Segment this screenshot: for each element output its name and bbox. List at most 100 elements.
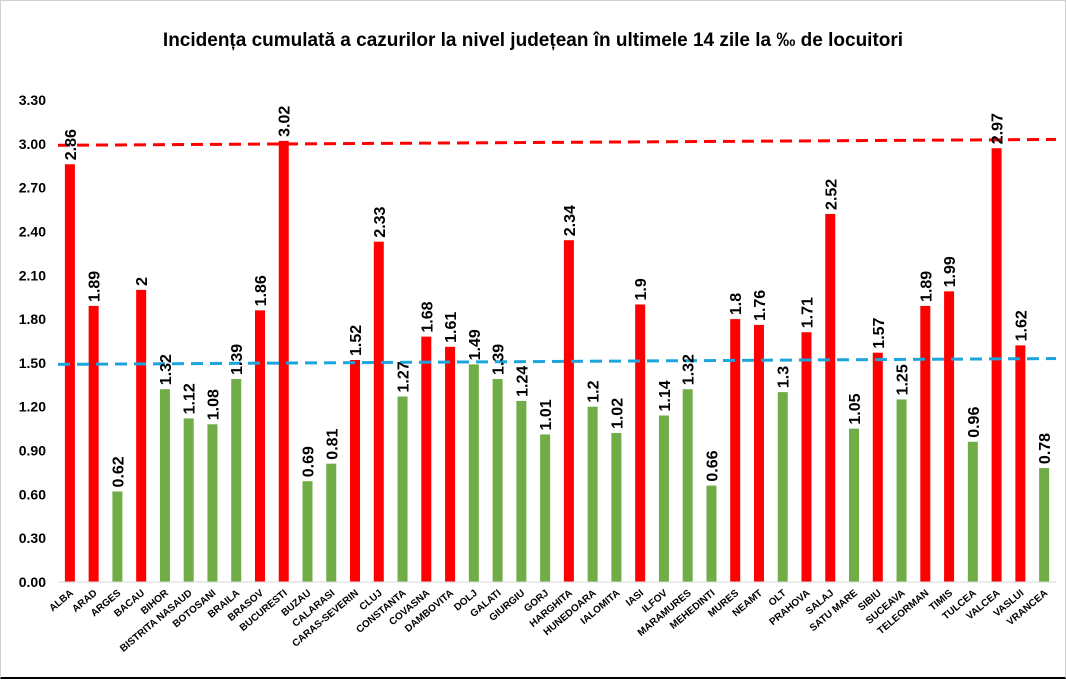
bar (326, 463, 337, 582)
bar (278, 140, 289, 582)
bar (540, 434, 551, 582)
data-label: 1.71 (800, 297, 817, 328)
data-label: 0.81 (324, 428, 341, 459)
data-label: 1.08 (205, 389, 222, 420)
bar (706, 485, 717, 582)
data-label: 0.62 (110, 456, 127, 487)
bar (801, 332, 812, 582)
bar (944, 291, 955, 582)
data-label: 1.05 (847, 393, 864, 424)
data-label: 1.02 (609, 398, 626, 429)
bar (231, 378, 242, 582)
y-tick-label: 2.70 (19, 180, 46, 196)
bar (730, 319, 741, 582)
data-label: 1.01 (538, 399, 555, 430)
data-label: 1.62 (1013, 310, 1030, 341)
bar (1039, 468, 1050, 582)
bar (112, 491, 123, 582)
bar (825, 213, 836, 582)
bar (896, 399, 907, 582)
data-label: 1.2 (586, 380, 603, 402)
data-label: 1.39 (229, 344, 246, 375)
reference-line (57, 357, 1057, 366)
y-tick-label: 1.20 (19, 399, 46, 415)
data-label: 2.33 (372, 206, 389, 237)
data-label: 1.9 (633, 278, 650, 300)
data-label: 1.27 (396, 361, 413, 392)
bar (587, 406, 598, 582)
data-label: 0.69 (301, 446, 318, 477)
y-tick-label: 1.80 (19, 311, 46, 327)
data-label: 1.99 (942, 256, 959, 287)
reference-lines (57, 137, 1057, 366)
bar (183, 418, 194, 582)
bar (658, 415, 669, 582)
data-label: 1.89 (918, 271, 935, 302)
data-label: 1.49 (467, 329, 484, 360)
bar (991, 148, 1002, 582)
bar (373, 241, 384, 583)
bar (207, 424, 218, 582)
bar (136, 289, 147, 582)
bar (682, 389, 693, 582)
data-label: 1.39 (491, 344, 508, 375)
data-label: 1.52 (348, 325, 365, 356)
bar (254, 310, 265, 582)
data-label: 1.25 (895, 364, 912, 395)
data-label: 1.32 (681, 354, 698, 385)
y-tick-label: 3.30 (19, 92, 46, 108)
y-tick-label: 0.90 (19, 443, 46, 459)
data-label: 2 (134, 277, 151, 286)
bar (563, 240, 574, 582)
bar (849, 428, 860, 582)
bar (777, 392, 788, 582)
bar (421, 336, 432, 582)
bar (492, 378, 503, 582)
data-label: 1.89 (87, 271, 104, 302)
y-tick-label: 0.30 (19, 530, 46, 546)
bar (1015, 345, 1026, 582)
bar (159, 389, 170, 582)
x-tick-label: ALBA (47, 588, 75, 614)
bar (468, 364, 479, 582)
data-labels: 2.86 1.89 0.62 2 1.32 1.12 1.08 1.39 1.86 3.02 0.6… (63, 106, 1054, 488)
bars (64, 140, 1050, 583)
bar (397, 396, 408, 582)
bar (64, 164, 75, 582)
data-label: 1.86 (253, 275, 270, 306)
data-label: 1.3 (776, 366, 793, 388)
y-tick-label: 3.00 (19, 136, 46, 152)
data-label: 1.68 (419, 301, 436, 332)
bar (967, 441, 978, 582)
bar (920, 305, 931, 582)
data-label: 1.12 (182, 383, 199, 414)
bar (516, 400, 527, 582)
y-tick-label: 2.10 (19, 267, 46, 283)
data-label: 0.66 (704, 450, 721, 481)
chart-title: Incidența cumulată a cazurilor la nivel … (162, 30, 904, 51)
data-label: 2.86 (63, 129, 80, 160)
bar (611, 433, 622, 582)
y-tick-label: 2.40 (19, 223, 46, 239)
bar (350, 359, 361, 582)
data-label: 3.02 (277, 106, 294, 137)
y-tick-label: 0.00 (19, 574, 46, 590)
data-label: 1.8 (728, 293, 745, 315)
bar (753, 324, 764, 582)
y-axis: 0.00 0.30 0.60 0.90 1.20 1.50 1.80 2.10 2.40 2.70… (19, 92, 46, 590)
bar (635, 304, 646, 582)
data-label: 0.96 (966, 407, 983, 438)
bar (88, 305, 99, 582)
data-label: 1.76 (752, 290, 769, 321)
reference-line (57, 137, 1057, 147)
data-label: 2.97 (990, 113, 1007, 144)
y-tick-label: 1.50 (19, 355, 46, 371)
bar (872, 352, 883, 582)
data-label: 1.32 (158, 354, 175, 385)
data-label: 1.61 (443, 312, 460, 343)
bar (445, 346, 456, 582)
y-tick-label: 0.60 (19, 486, 46, 502)
